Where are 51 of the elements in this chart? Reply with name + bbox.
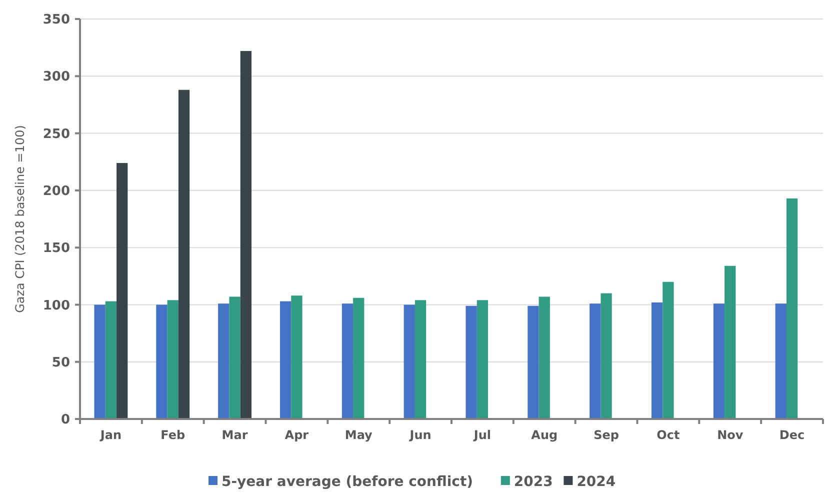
bar (342, 304, 354, 419)
bar (466, 306, 477, 419)
bar (476, 300, 488, 419)
bar (590, 304, 601, 419)
x-tick-label: May (344, 428, 373, 442)
legend-label: 2024 (576, 474, 616, 490)
bar (218, 304, 230, 419)
x-tick-label: Apr (284, 428, 309, 442)
y-tick-label: 200 (42, 184, 70, 199)
bar (713, 304, 725, 419)
y-tick-label: 150 (42, 241, 70, 256)
bar (414, 300, 426, 419)
y-tick-label: 250 (42, 126, 70, 142)
x-tick-label: Feb (160, 428, 186, 442)
bar (280, 301, 292, 419)
bar (291, 296, 302, 419)
bar (528, 306, 539, 419)
bar (116, 163, 128, 419)
x-tick-label: Jul (472, 428, 492, 442)
bar (240, 51, 252, 419)
bar (178, 90, 190, 419)
x-tick-label: Sep (594, 428, 620, 442)
legend-label: 5-year average (before conflict) (222, 474, 474, 490)
y-tick-label: 350 (42, 12, 70, 28)
x-tick-label: Mar (222, 428, 248, 442)
y-tick-label: 100 (42, 298, 70, 314)
bar (662, 282, 674, 419)
y-axis-title: Gaza CPI (2018 baseline =100) (13, 125, 27, 313)
x-tick-label: Jun (408, 428, 432, 442)
bar (156, 304, 168, 419)
x-tick-label: Dec (779, 428, 805, 442)
legend-label: 2023 (514, 474, 553, 490)
y-tick-label: 300 (42, 70, 70, 85)
bar (600, 293, 612, 419)
x-tick-label: Aug (531, 428, 558, 442)
bar (651, 302, 663, 419)
x-tick-label: Jan (99, 428, 122, 442)
x-tick-label: Nov (717, 428, 744, 442)
bar (724, 266, 736, 419)
bar (353, 298, 364, 419)
bar (105, 301, 117, 419)
x-tick-label: Oct (656, 428, 680, 442)
bar (167, 300, 178, 419)
y-tick-label: 0 (60, 412, 70, 428)
bar (786, 198, 798, 419)
bar (404, 304, 415, 419)
y-tick-label: 50 (52, 355, 70, 370)
bar (229, 296, 240, 419)
bar (538, 296, 550, 419)
bar (775, 304, 786, 419)
bar (94, 304, 106, 419)
